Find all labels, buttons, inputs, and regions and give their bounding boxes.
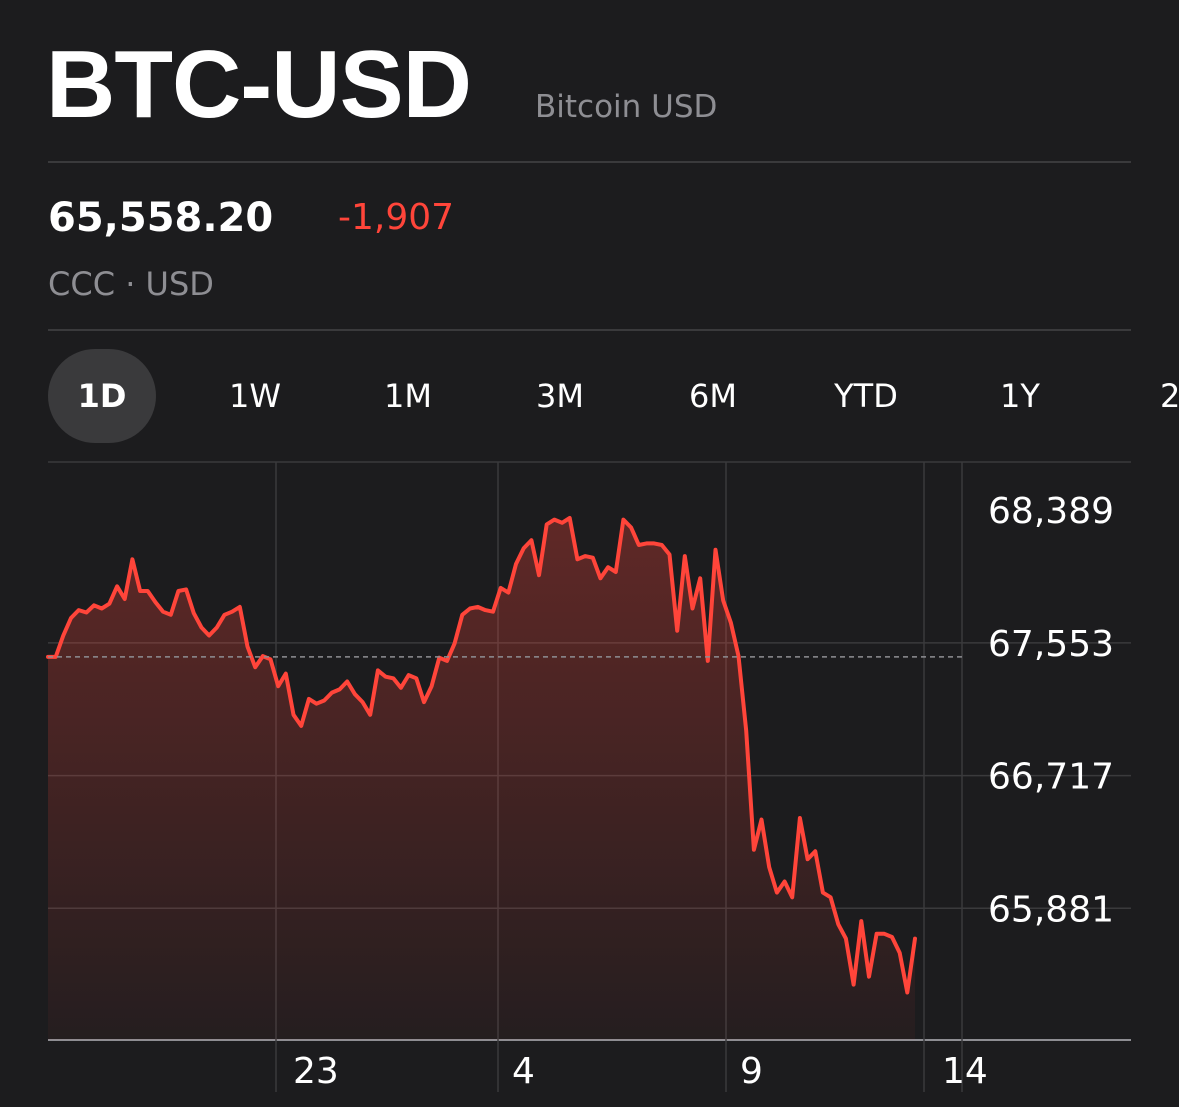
tab-1d[interactable]: 1D (48, 349, 156, 443)
tab-6m[interactable]: 6M (689, 377, 737, 415)
tab-ytd[interactable]: YTD (834, 377, 898, 415)
quote-divider (48, 329, 1131, 331)
tab-3m[interactable]: 3M (536, 377, 584, 415)
price-change: -1,907 (338, 197, 455, 238)
tab-1y[interactable]: 1Y (1000, 377, 1040, 415)
y-tick-label: 68,389 (988, 491, 1114, 532)
ticker-symbol: BTC-USD (46, 31, 472, 138)
header-divider (48, 161, 1131, 163)
y-tick-label: 65,881 (988, 889, 1114, 930)
tab-2y[interactable]: 2Y (1160, 377, 1179, 415)
current-price: 65,558.20 (48, 195, 274, 241)
x-tick-label: 14 (942, 1051, 988, 1092)
exchange-currency: CCC · USD (48, 265, 214, 303)
y-tick-label: 66,717 (988, 757, 1114, 798)
price-line (46, 516, 917, 995)
x-tick-label: 9 (740, 1051, 763, 1092)
tab-1w[interactable]: 1W (229, 377, 281, 415)
range-tabs: 1D 1W 1M 3M 6M YTD 1Y 2Y (0, 349, 1179, 443)
price-area-fill (48, 518, 915, 1040)
x-axis: 23 4 9 14 (293, 1051, 988, 1092)
x-tick-label: 23 (293, 1051, 339, 1092)
x-tick-label: 4 (512, 1051, 535, 1092)
asset-name: Bitcoin USD (535, 89, 718, 125)
chart-area (46, 516, 917, 1040)
y-axis: 68,389 67,553 66,717 65,881 (988, 491, 1114, 930)
tab-1m[interactable]: 1M (384, 377, 432, 415)
y-tick-label: 67,553 (988, 624, 1114, 665)
